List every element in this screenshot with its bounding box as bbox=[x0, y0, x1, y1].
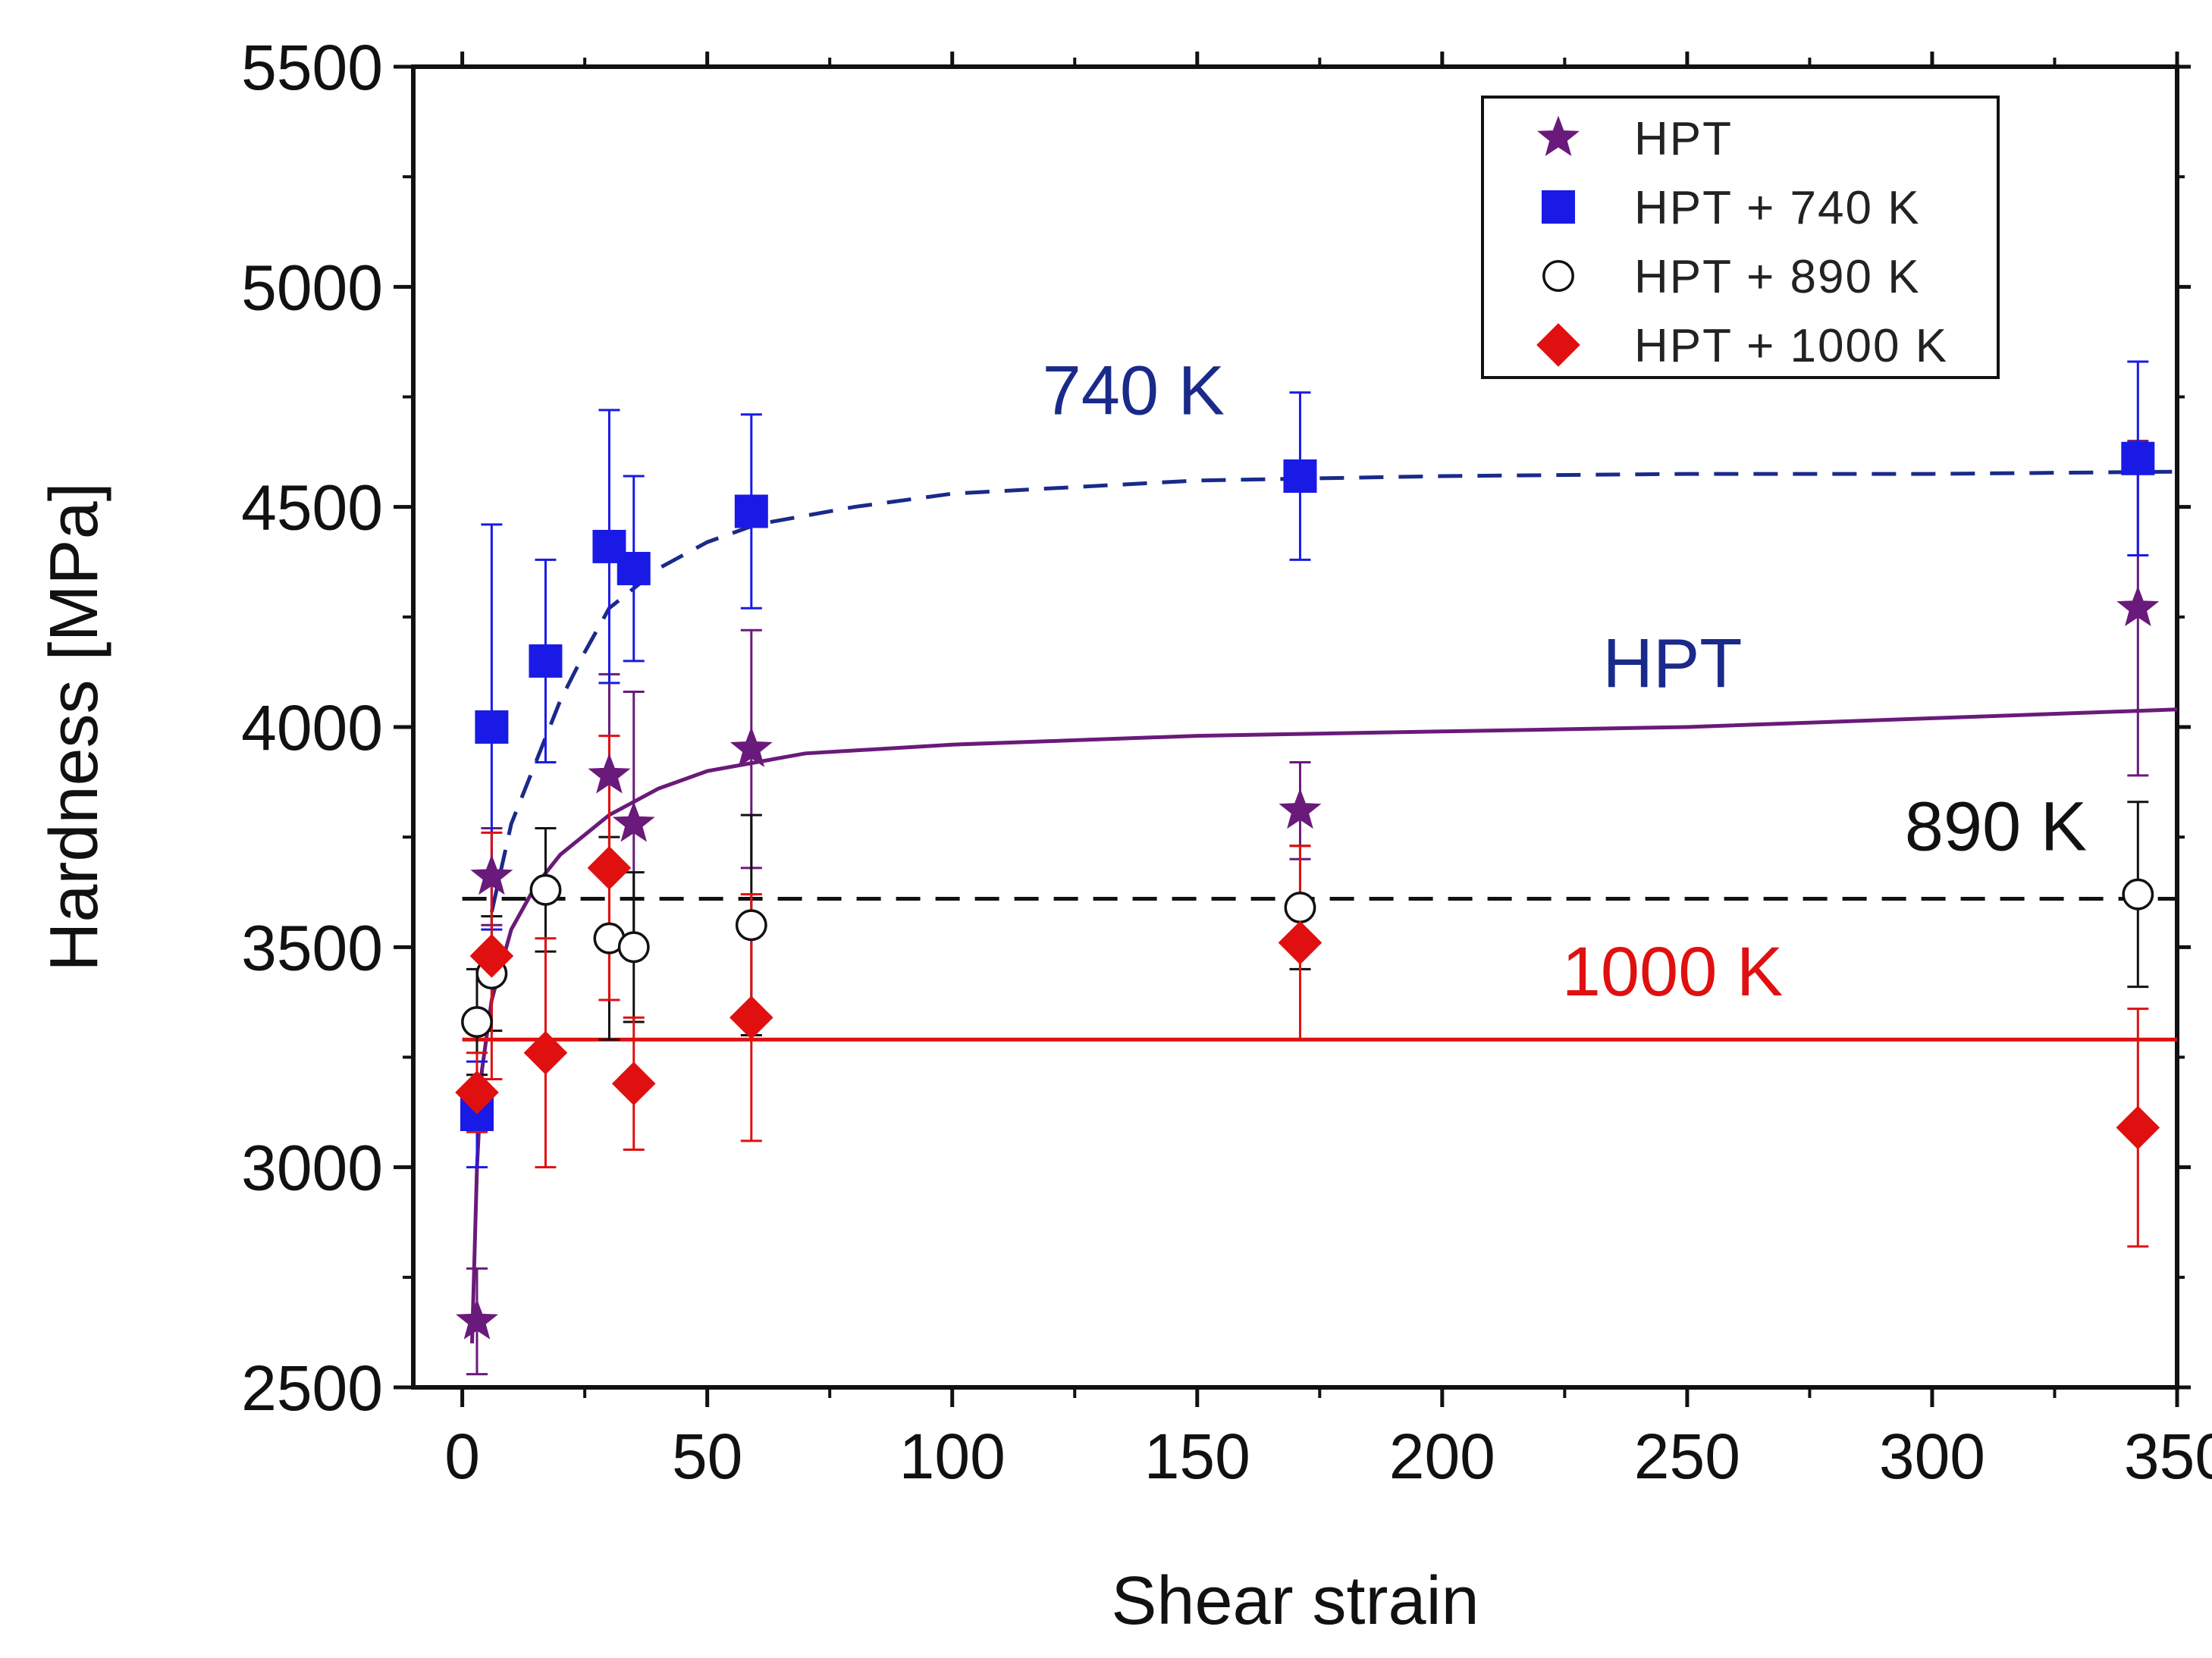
data-point bbox=[1283, 459, 1317, 494]
curve-annotation: 890 K bbox=[1905, 788, 2087, 866]
x-tick-label: 250 bbox=[1634, 1421, 1740, 1492]
x-tick-label: 50 bbox=[672, 1421, 742, 1492]
y-tick-label: 3500 bbox=[241, 912, 383, 983]
legend-label: HPT + 1000 K bbox=[1634, 320, 1948, 372]
data-point bbox=[529, 644, 563, 678]
legend-marker bbox=[1536, 323, 1580, 367]
y-tick-label: 4000 bbox=[241, 692, 383, 763]
legend-marker bbox=[1542, 190, 1575, 224]
data-point bbox=[612, 801, 655, 842]
data-point bbox=[617, 551, 651, 585]
data-point bbox=[587, 846, 632, 890]
data-point bbox=[2121, 441, 2155, 475]
x-tick-label: 350 bbox=[2124, 1421, 2212, 1492]
axis-ticks: 0 50 100 150 200 250 300 350 2500 3000 3500 4000 450… bbox=[241, 32, 2212, 1492]
y-tick-label: 5000 bbox=[241, 252, 383, 323]
data-point bbox=[734, 494, 768, 528]
data-point bbox=[611, 1061, 656, 1106]
x-axis-title: Shear strain bbox=[1111, 1563, 1479, 1639]
data-point bbox=[617, 931, 650, 964]
legend-marker bbox=[1542, 260, 1574, 292]
y-axis-title: Hardness [MPa] bbox=[36, 482, 112, 971]
y-tick-label: 4500 bbox=[241, 472, 383, 544]
legend: HPT HPT + 740 K HPT + 890 K HPT + 1000 K bbox=[1481, 96, 2000, 379]
curve-annotation: 740 K bbox=[1043, 353, 1225, 430]
fit-curves bbox=[462, 469, 2178, 1343]
x-tick-label: 300 bbox=[1879, 1421, 1985, 1492]
data-point bbox=[735, 909, 767, 942]
data-point bbox=[523, 1030, 568, 1075]
data-point bbox=[2116, 1105, 2160, 1150]
legend-label: HPT + 890 K bbox=[1634, 251, 1921, 303]
legend-label: HPT + 740 K bbox=[1634, 182, 1921, 234]
x-tick-label: 150 bbox=[1144, 1421, 1250, 1492]
fit-curve bbox=[489, 469, 2178, 913]
data-point bbox=[461, 1006, 493, 1038]
curve-annotations: 740 K HPT 890 K 1000 K bbox=[1043, 353, 2088, 1011]
data-point bbox=[588, 753, 631, 794]
data-point bbox=[729, 995, 773, 1040]
y-tick-label: 5500 bbox=[241, 32, 383, 103]
y-tick-label: 3000 bbox=[241, 1133, 383, 1204]
data-point bbox=[529, 873, 562, 906]
curve-annotation: HPT bbox=[1603, 625, 1743, 703]
curve-annotation: 1000 K bbox=[1562, 933, 1784, 1011]
x-tick-label: 0 bbox=[444, 1421, 480, 1492]
data-point bbox=[469, 934, 514, 978]
legend-label: HPT bbox=[1634, 113, 1733, 165]
legend-box bbox=[1481, 96, 2000, 379]
data-point bbox=[1279, 788, 1322, 829]
x-tick-label: 100 bbox=[899, 1421, 1006, 1492]
data-point bbox=[729, 726, 773, 767]
data-point bbox=[456, 1299, 498, 1340]
data-markers bbox=[455, 441, 2160, 1340]
data-point bbox=[455, 1070, 499, 1114]
data-point bbox=[1278, 920, 1322, 965]
legend-marker bbox=[1537, 115, 1580, 156]
data-point bbox=[470, 854, 513, 895]
data-point bbox=[475, 710, 509, 744]
x-tick-label: 200 bbox=[1389, 1421, 1495, 1492]
data-point bbox=[2116, 585, 2160, 627]
data-point bbox=[2122, 878, 2154, 910]
error-bars bbox=[466, 360, 2149, 1376]
y-tick-label: 2500 bbox=[241, 1352, 383, 1424]
data-point bbox=[1284, 892, 1316, 924]
